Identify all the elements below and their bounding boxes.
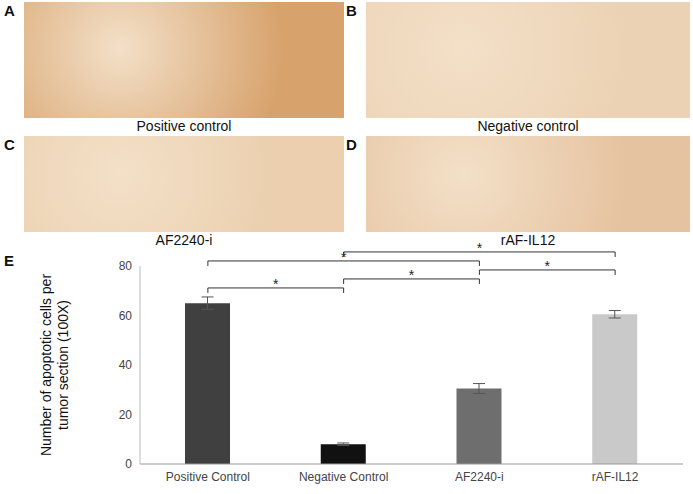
svg-text:0: 0 — [125, 457, 132, 471]
svg-text:*: * — [477, 240, 483, 256]
svg-text:*: * — [409, 267, 415, 283]
html-text:rAF-IL12: rAF-IL12 — [500, 232, 556, 248]
html-text:E: E — [4, 252, 14, 269]
svg-text:AF2240-i: AF2240-i — [455, 470, 504, 484]
svg-text:20: 20 — [119, 408, 133, 422]
svg-text:*: * — [545, 258, 551, 274]
svg-text:rAF-IL12: rAF-IL12 — [592, 470, 639, 484]
svg-text:*: * — [341, 249, 347, 265]
html-text:Number of apoptotic cells per: Number of apoptotic cells per tumor sect… — [38, 274, 71, 456]
svg-text:60: 60 — [119, 309, 133, 323]
html-text:A: A — [4, 2, 15, 19]
svg-text:80: 80 — [119, 259, 133, 273]
html-text:C: C — [4, 136, 15, 153]
svg-text:Negative Control: Negative Control — [299, 470, 388, 484]
html-text:Positive control: Positive control — [136, 118, 232, 134]
html-text:D: D — [346, 136, 357, 153]
html-text:B: B — [346, 2, 357, 19]
svg-text:40: 40 — [119, 358, 133, 372]
svg-text:Positive Control: Positive Control — [166, 470, 250, 484]
svg-text:*: * — [273, 276, 279, 292]
html-text:AF2240-i: AF2240-i — [155, 232, 213, 248]
html-text:Negative control: Negative control — [477, 118, 579, 134]
